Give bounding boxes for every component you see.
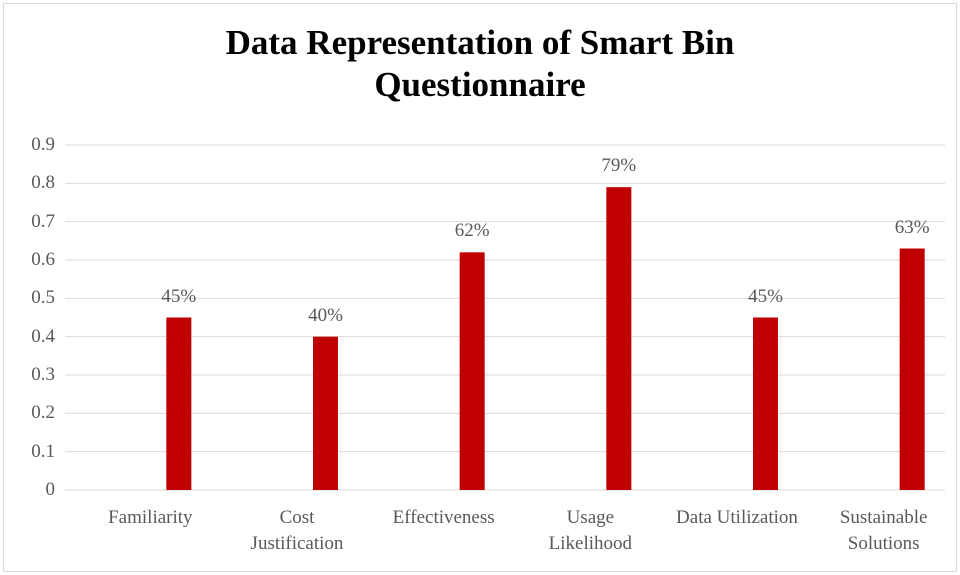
y-tick-label: 0	[45, 479, 56, 500]
bar	[606, 187, 632, 490]
data-label: 63%	[894, 216, 930, 238]
y-tick-label: 0.8	[31, 172, 55, 194]
bar	[753, 317, 778, 490]
bar	[899, 248, 925, 490]
chart-border	[3, 3, 957, 572]
x-tick-label: Sustainable Solutions	[839, 507, 928, 554]
y-tick-label: 0.9	[31, 134, 55, 155]
data-label: 40%	[308, 304, 343, 326]
y-tick-label: 0.4	[31, 325, 55, 347]
y-tick-label: 0.6	[31, 249, 55, 270]
y-tick-label: 0.1	[31, 440, 55, 462]
data-label: 62%	[454, 220, 490, 242]
bar	[459, 252, 485, 490]
bar	[166, 317, 192, 490]
bar	[313, 336, 338, 490]
y-tick-label: 0.2	[31, 402, 55, 424]
x-tick-label: Familiarity	[108, 507, 193, 528]
chart-title: Data Representation of Smart Bin Questio…	[225, 23, 735, 104]
y-tick-label: 0.7	[31, 210, 55, 232]
data-label: 45%	[748, 285, 783, 307]
y-tick-label: 0.5	[31, 287, 55, 309]
data-label: 45%	[161, 285, 197, 307]
x-tick-label: Data Utilization	[676, 507, 798, 528]
x-tick-label: Usage Likelihood	[548, 507, 633, 554]
x-tick-label: Cost Justification	[250, 507, 344, 554]
x-tick-label: Effectiveness	[392, 507, 495, 528]
y-tick-label: 0.3	[31, 364, 55, 385]
data-label: 79%	[601, 155, 637, 177]
